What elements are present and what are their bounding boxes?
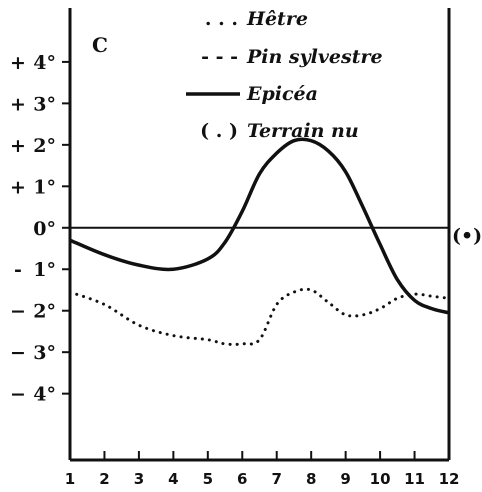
x-tick-label: 7 [272,470,282,488]
y-tick-sign: + [10,52,26,74]
y-tick-sign: + [10,93,26,115]
series-lines [68,137,451,346]
series-line-dotted [68,287,451,346]
legend-glyph: ( . ) [200,120,238,142]
y-tick-sign: − [10,301,26,323]
panel-label: C [92,33,108,57]
x-tick-label: 3 [134,470,144,488]
y-tick-label: 4° [33,52,56,74]
x-tick-label: 8 [306,470,316,488]
legend-label: Terrain nu [247,120,359,142]
y-tick-label: 1° [33,176,56,198]
x-tick-label: 12 [439,470,460,488]
y-tick-sign: + [10,135,26,157]
y-tick-sign: - [14,259,22,281]
x-axis-ticks: 1 2 3 4 5 6 7 8 9 10 11 12 [65,451,460,488]
series-line-solid [69,137,450,315]
axes [68,8,451,462]
y-tick-sign: − [10,342,26,364]
x-tick-label: 4 [168,470,178,488]
legend-label: Epicéa [246,83,318,105]
y-tick-label: 3° [33,93,56,115]
legend-label: Hêtre [246,8,308,30]
x-tick-label: 1 [65,470,75,488]
x-tick-label: 2 [99,470,109,488]
x-tick-label: 9 [340,470,350,488]
y-tick-label: 2° [33,301,56,323]
y-tick-label: 1° [33,259,56,281]
x-tick-label: 5 [203,470,213,488]
legend-label: Pin sylvestre [246,46,383,68]
y-tick-label: 3° [33,342,56,364]
x-tick-label: 10 [370,470,391,488]
x-tick-label: 11 [404,470,425,488]
y-tick-label: 0° [33,218,56,240]
legend-glyph: . . . [205,8,238,30]
y-tick-sign: + [10,176,26,198]
y-tick-sign: − [10,384,26,406]
y-tick-label: 4° [33,384,56,406]
legend: . . . Hêtre - - - Pin sylvestre Epicéa ( . ) T… [186,8,383,142]
x-tick-label: 6 [237,470,247,488]
y-axis-ticks: +4°+ 3°+ 2°+ 1°0°- 1°− 2°− 3°− 4° [10,52,70,406]
legend-glyph: - - - [201,46,238,68]
right-marker: (•) [452,225,482,247]
y-tick-label: 2° [33,135,56,157]
